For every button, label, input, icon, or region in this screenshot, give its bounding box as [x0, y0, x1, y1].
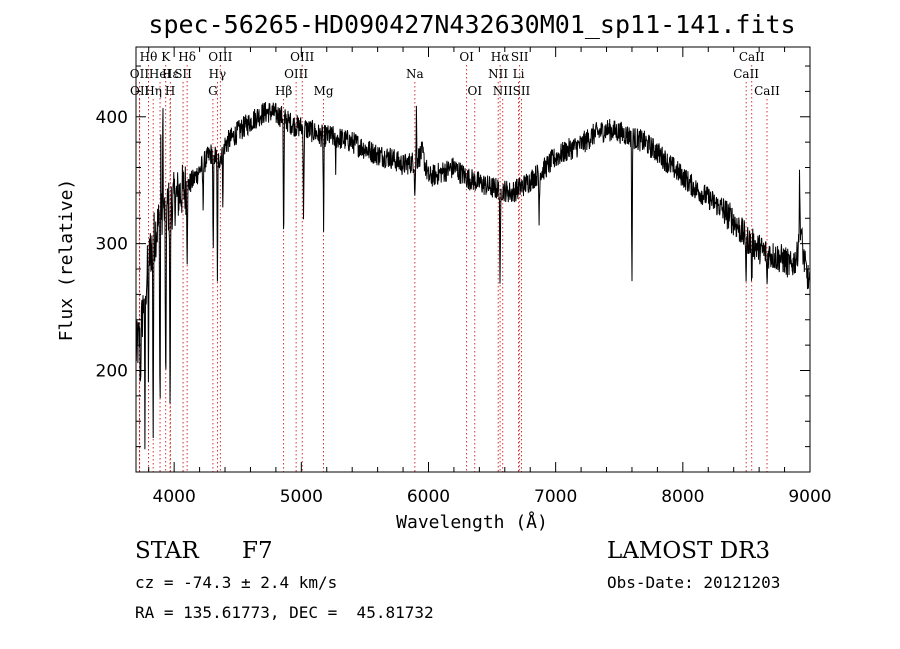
- obs-date: Obs-Date: 20121203: [607, 573, 781, 592]
- redshift-text: cz = -74.3 ± 2.4 km/s: [135, 573, 338, 592]
- spectrum-line: [135, 101, 811, 450]
- x-tick-label: 8000: [661, 487, 704, 507]
- x-tick-label: 7000: [534, 487, 577, 507]
- spectral-line-label: SII: [513, 84, 531, 98]
- y-axis-ticks: 200 300 400: [96, 65, 810, 448]
- spectral-line-label: OI: [467, 84, 482, 98]
- object-subclass: F7: [242, 538, 273, 564]
- spectral-line-label: K: [161, 50, 171, 64]
- spectral-line-label: Hα: [491, 50, 510, 64]
- spectral-line-label: Mg: [314, 84, 334, 98]
- spectral-line-label: Hγ: [209, 67, 227, 81]
- spectral-line-label: Li: [513, 67, 525, 81]
- object-class: STAR: [135, 538, 199, 564]
- spectral-line-label: NII: [493, 84, 513, 98]
- spectral-line-label: Hδ: [178, 50, 196, 64]
- y-tick-label: 300: [96, 235, 128, 255]
- x-axis-ticks: 4000 5000 6000 7000 8000 9000: [148, 47, 832, 507]
- spectral-line-label: Na: [406, 67, 424, 81]
- spectral-line-label: OI: [459, 50, 474, 64]
- coordinates-text: RA = 135.61773, DEC = 45.81732: [135, 603, 434, 622]
- chart-title: spec-56265-HD090427N432630M01_sp11-141.f…: [148, 10, 795, 39]
- y-tick-label: 200: [96, 362, 128, 382]
- spectral-line-label: OIII: [290, 50, 314, 64]
- spectral-line-label: SII: [511, 50, 529, 64]
- spectral-line-label: Hη: [144, 84, 162, 98]
- x-axis-label: Wavelength (Å): [396, 511, 548, 533]
- x-tick-label: 5000: [280, 487, 323, 507]
- spectral-line-label: OIII: [284, 67, 308, 81]
- spectral-line-label: H: [165, 84, 175, 98]
- y-axis-label: Flux (relative): [56, 179, 77, 342]
- x-tick-label: 9000: [788, 487, 831, 507]
- spectral-line-label: Hθ: [140, 50, 158, 64]
- spectral-line-label: OIII: [208, 50, 232, 64]
- spectral-line-label: Hε: [162, 67, 179, 81]
- spectral-line-markers: [139, 65, 768, 472]
- spectral-line-label: NII: [488, 67, 508, 81]
- spectral-line-label: CaII: [754, 84, 780, 98]
- spectral-line-label: SII: [174, 67, 192, 81]
- survey-name: LAMOST DR3: [607, 538, 771, 564]
- spectral-line-label: OII: [130, 67, 150, 81]
- x-tick-label: 4000: [153, 487, 196, 507]
- spectral-line-label: CaII: [739, 50, 765, 64]
- plot-frame: [135, 46, 811, 473]
- x-tick-label: 6000: [407, 487, 450, 507]
- y-tick-label: 400: [96, 108, 128, 128]
- spectral-line-label: CaII: [733, 67, 759, 81]
- spectral-line-label: Hβ: [275, 84, 292, 98]
- spectral-line-label: HeI: [149, 67, 172, 81]
- spectral-line-label: G: [208, 84, 218, 98]
